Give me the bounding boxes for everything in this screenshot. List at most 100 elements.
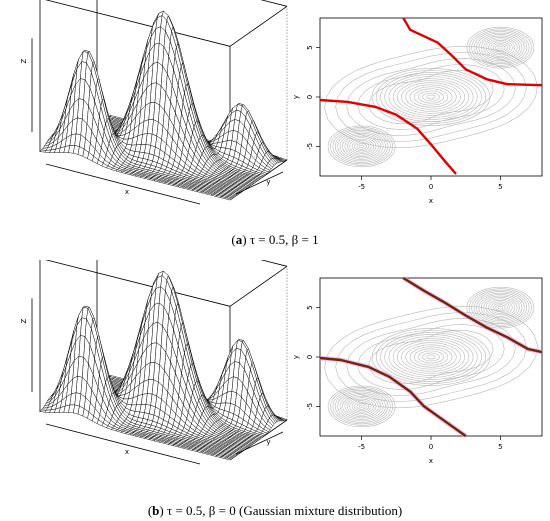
surface-y-label: y [266, 178, 270, 186]
contour-ring [327, 125, 396, 168]
contour-outer [357, 64, 505, 130]
y-tick-label: 0 [306, 95, 314, 99]
contour-ring [371, 68, 491, 126]
mesh-cell [224, 197, 232, 201]
panel-a-figure: x y Z -5 0 5 -5 0 5 x y [20, 0, 543, 205]
contour-ring [468, 288, 532, 327]
contour-ring [342, 394, 382, 419]
contour-x-label: x [429, 197, 433, 205]
contour-ring [384, 74, 478, 120]
y-tick-label: -5 [306, 143, 314, 150]
contour-ring [371, 328, 491, 386]
contour-ring [332, 388, 391, 425]
caption-a-text: τ = 0.5, β = 1 [249, 232, 319, 247]
contour-outer [368, 329, 494, 385]
contour-lines [324, 286, 538, 428]
contour-ring [337, 131, 386, 162]
contour-ring [418, 350, 444, 364]
x-tick-label: 0 [429, 443, 433, 451]
contour-ring [354, 141, 370, 152]
caption-a-letter: a [235, 232, 243, 247]
contour-ring [422, 92, 440, 102]
y-tick-label: 0 [306, 355, 314, 359]
box-edge [45, 260, 231, 307]
contour-ring [392, 338, 470, 376]
x-axis-arrow [45, 163, 201, 205]
surface-plot-b: x y Z [20, 260, 288, 465]
contour-ring [337, 391, 386, 422]
decision-boundary [402, 276, 543, 354]
contour-ring [334, 130, 389, 163]
contour-outer [335, 312, 527, 402]
box-edge [229, 265, 288, 307]
contour-ring [356, 403, 367, 410]
contour-ring [358, 404, 365, 409]
box-edge [45, 0, 231, 47]
contour-ticks [316, 307, 501, 440]
contour-ring [497, 305, 504, 310]
y-tick-label: -5 [306, 403, 314, 410]
contour-ring [418, 90, 444, 104]
box-edge [229, 5, 288, 47]
surface-plot-a: x y Z [20, 0, 288, 205]
x-axis-arrow [45, 423, 201, 465]
contour-ring [466, 26, 535, 69]
contour-ring [346, 397, 377, 416]
contour-x-label: x [429, 457, 433, 465]
contour-ring [476, 292, 525, 323]
contour-plot-a: -5 0 5 -5 0 5 x y [292, 17, 543, 205]
contour-ring [330, 387, 394, 426]
contour-ring [409, 86, 453, 108]
contour-ring [339, 392, 384, 420]
contour-ring [488, 40, 513, 56]
contour-outer [346, 58, 516, 136]
contour-ring [384, 334, 478, 380]
contour-ring [471, 29, 530, 66]
contour-ring [327, 385, 396, 428]
contour-y-label: y [292, 95, 300, 99]
contour-ring [330, 127, 394, 166]
contour-ring [495, 44, 506, 51]
contour-ring [485, 38, 516, 57]
contour-ring [426, 354, 436, 360]
decision-boundary [319, 98, 457, 175]
y-axis-arrow [235, 431, 284, 455]
contour-ring [413, 348, 449, 366]
x-tick-label: 0 [429, 183, 433, 191]
caption-b-text: τ = 0.5, β = 0 (Gaussian mixture distrib… [166, 503, 403, 518]
caption-a: (a) τ = 0.5, β = 1 [231, 232, 319, 247]
contour-ring [466, 286, 535, 329]
contour-ring [473, 31, 528, 64]
surface-mesh [39, 270, 288, 461]
y-tick-label: 5 [306, 305, 314, 309]
x-tick-label: 5 [498, 443, 502, 451]
contour-ring [485, 298, 516, 317]
surface-y-label: y [266, 438, 270, 446]
contour-ring [351, 140, 372, 153]
contour-ring [351, 400, 372, 413]
contour-ring [401, 82, 461, 112]
box-edge [260, 0, 288, 7]
contour-lines [324, 26, 538, 168]
contour-ring [405, 344, 457, 370]
surface-x-label: x [125, 448, 129, 456]
contour-ring [471, 289, 530, 326]
contour-ring [332, 128, 391, 165]
surface-z-label: Z [20, 59, 28, 64]
contour-ring [388, 336, 474, 378]
contour-ring [397, 340, 465, 374]
contour-ring [480, 35, 520, 60]
surface-axes [31, 298, 284, 465]
contour-ring [354, 401, 370, 412]
contour-ring [478, 294, 523, 322]
decision-boundary [402, 17, 543, 87]
y-axis-arrow [235, 171, 284, 195]
contour-ring [478, 34, 523, 62]
contour-ring [476, 32, 525, 63]
contour-plot-b: -5 0 5 -5 0 5 x y [292, 276, 543, 465]
contour-ring [346, 137, 377, 156]
contour-ring [495, 304, 506, 311]
contour-ring [413, 88, 449, 106]
contour-ring [349, 398, 374, 414]
contour-ring [334, 390, 389, 423]
